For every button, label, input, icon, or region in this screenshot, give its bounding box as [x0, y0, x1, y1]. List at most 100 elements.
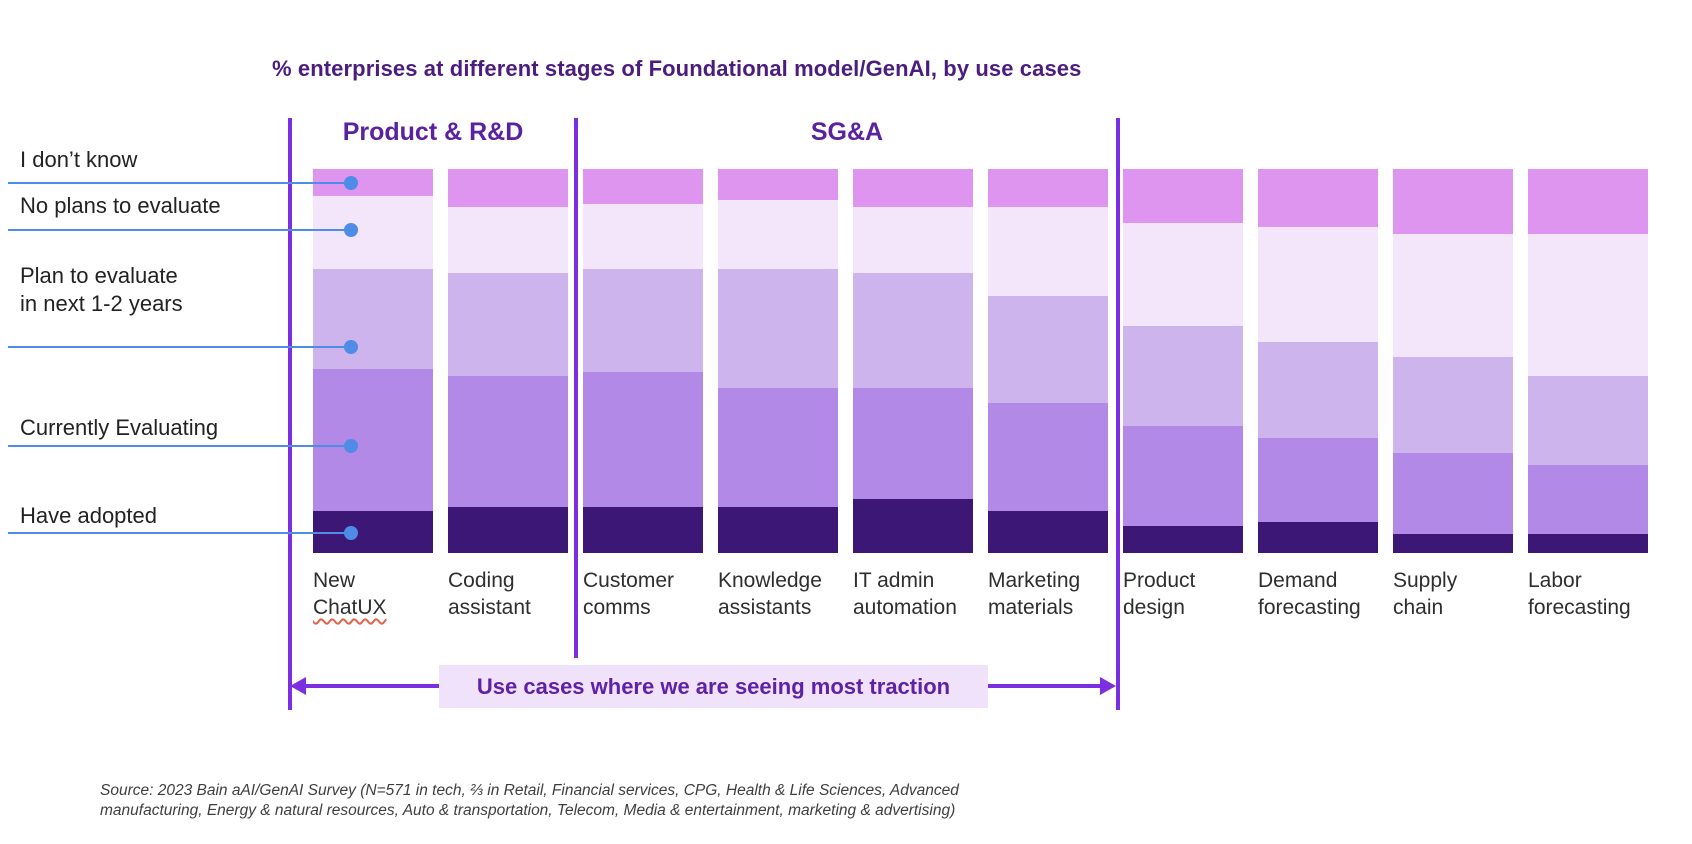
bar-product-design	[1123, 169, 1243, 553]
bar-customer-comms	[583, 169, 703, 553]
legend-callout-dot-currently-evaluating	[344, 439, 358, 453]
bar-segment-plan-to-evaluate-in-next-1-2-years	[853, 272, 973, 388]
page-title: % enterprises at different stages of Fou…	[272, 56, 1082, 81]
section-header-product-rd: Product & R&D	[342, 118, 524, 146]
bar-segment-plan-to-evaluate-in-next-1-2-years	[1258, 341, 1378, 438]
legend-label-plan-to-evaluate-in-next-1-2-years: Plan to evaluate in next 1-2 years	[20, 263, 183, 316]
bar-supply-chain	[1393, 169, 1513, 553]
bar-segment-currently-evaluating	[1528, 464, 1648, 534]
arrow-left-stem	[304, 684, 439, 688]
bar-segment-no-plans-to-evaluate	[853, 207, 973, 273]
bar-label-coding-assistant: Coding assistant	[448, 569, 531, 619]
bar-new-chatux	[313, 169, 433, 553]
legend-callout-line-have-adopted	[8, 526, 358, 540]
bar-segment-currently-evaluating	[1258, 437, 1378, 523]
bar-segment-i-don-t-know	[1258, 169, 1378, 227]
legend-callout-line-i-don-t-know	[8, 176, 358, 190]
bar-segment-no-plans-to-evaluate	[1528, 234, 1648, 377]
section-header-sga: SG&A	[810, 118, 884, 146]
bar-segment-have-adopted	[988, 510, 1108, 553]
bar-segment-currently-evaluating	[1393, 453, 1513, 534]
traction-annotation: Use cases where we are seeing most tract…	[439, 665, 988, 708]
bar-segment-i-don-t-know	[1393, 169, 1513, 235]
section-divider-left	[288, 118, 292, 710]
bar-segment-have-adopted	[1528, 533, 1648, 553]
bar-segment-plan-to-evaluate-in-next-1-2-years	[583, 268, 703, 373]
bar-labor-forecasting	[1528, 169, 1648, 553]
bar-segment-i-don-t-know	[988, 169, 1108, 208]
arrow-left-icon	[290, 677, 306, 695]
bar-label-supply-chain: Supply chain	[1393, 569, 1458, 619]
bar-segment-i-don-t-know	[583, 169, 703, 204]
bar-label-customer-comms: Customer comms	[583, 569, 675, 619]
bar-segment-plan-to-evaluate-in-next-1-2-years	[988, 295, 1108, 404]
bar-segment-currently-evaluating	[448, 376, 568, 507]
bar-label-it-admin-automation: IT admin automation	[853, 569, 957, 619]
bar-segment-i-don-t-know	[853, 169, 973, 208]
section-divider-right	[1116, 118, 1120, 710]
bar-segment-have-adopted	[718, 506, 838, 553]
arrow-right-icon	[1100, 677, 1116, 695]
source-note: Source: 2023 Bain aAI/GenAI Survey (N=57…	[100, 781, 959, 821]
bar-segment-no-plans-to-evaluate	[1258, 226, 1378, 342]
legend-callout-line-currently-evaluating	[8, 439, 358, 453]
bar-segment-no-plans-to-evaluate	[718, 199, 838, 269]
bar-segment-i-don-t-know	[448, 169, 568, 208]
bar-segment-plan-to-evaluate-in-next-1-2-years	[1393, 357, 1513, 454]
bar-segment-no-plans-to-evaluate	[448, 207, 568, 273]
bar-segment-currently-evaluating	[583, 372, 703, 507]
bar-segment-plan-to-evaluate-in-next-1-2-years	[1528, 376, 1648, 465]
bar-segment-plan-to-evaluate-in-next-1-2-years	[313, 268, 433, 369]
bar-label-labor-forecasting: Labor forecasting	[1528, 569, 1631, 619]
source-note-line2: manufacturing, Energy & natural resource…	[100, 802, 956, 819]
bar-segment-currently-evaluating	[313, 368, 433, 511]
bar-label-new-chatux: New ChatUX	[313, 569, 387, 619]
bar-segment-no-plans-to-evaluate	[1393, 234, 1513, 358]
bar-it-admin-automation	[853, 169, 973, 553]
bar-segment-plan-to-evaluate-in-next-1-2-years	[718, 268, 838, 388]
spellcheck-underline: ChatUX	[313, 596, 387, 619]
bar-segment-no-plans-to-evaluate	[313, 195, 433, 269]
bar-coding-assistant	[448, 169, 568, 553]
bar-segment-have-adopted	[853, 499, 973, 553]
bar-segment-have-adopted	[313, 510, 433, 553]
bar-segment-no-plans-to-evaluate	[1123, 222, 1243, 327]
bar-segment-have-adopted	[583, 506, 703, 553]
bar-label-marketing-materials: Marketing materials	[988, 569, 1081, 619]
bar-segment-no-plans-to-evaluate	[988, 207, 1108, 296]
legend-callout-line-no-plans-to-evaluate	[8, 223, 358, 237]
bar-label-knowledge-assistants: Knowledge assistants	[718, 569, 822, 619]
bar-segment-i-don-t-know	[1528, 169, 1648, 235]
bar-segment-i-don-t-know	[718, 169, 838, 200]
bar-label-product-design: Product design	[1123, 569, 1196, 619]
bar-segment-i-don-t-know	[1123, 169, 1243, 223]
legend-callout-dot-i-don-t-know	[344, 176, 358, 190]
bar-knowledge-assistants	[718, 169, 838, 553]
bar-segment-plan-to-evaluate-in-next-1-2-years	[1123, 326, 1243, 427]
arrow-right-stem	[988, 684, 1102, 688]
bar-demand-forecasting	[1258, 169, 1378, 553]
legend-callout-dot-plan-to-evaluate-in-next-1-2-years	[344, 340, 358, 354]
bar-marketing-materials	[988, 169, 1108, 553]
legend-label-i-don-t-know: I don’t know	[20, 147, 138, 172]
legend-callout-dot-no-plans-to-evaluate	[344, 223, 358, 237]
bar-segment-currently-evaluating	[988, 403, 1108, 511]
legend-callout-line-plan-to-evaluate-in-next-1-2-years	[8, 340, 358, 354]
bar-segment-currently-evaluating	[1123, 426, 1243, 527]
source-note-line1: Source: 2023 Bain aAI/GenAI Survey (N=57…	[100, 782, 959, 799]
bar-segment-have-adopted	[448, 506, 568, 553]
bar-segment-no-plans-to-evaluate	[583, 203, 703, 269]
bar-segment-have-adopted	[1393, 533, 1513, 553]
legend-callout-dot-have-adopted	[344, 526, 358, 540]
legend-label-currently-evaluating: Currently Evaluating	[20, 415, 219, 440]
bar-label-demand-forecasting: Demand forecasting	[1258, 569, 1361, 619]
section-divider-middle	[574, 118, 578, 658]
bar-segment-have-adopted	[1258, 522, 1378, 553]
bar-segment-have-adopted	[1123, 526, 1243, 553]
bar-segment-currently-evaluating	[853, 387, 973, 500]
bar-segment-currently-evaluating	[718, 387, 838, 507]
legend-label-no-plans-to-evaluate: No plans to evaluate	[20, 193, 221, 218]
legend-label-have-adopted: Have adopted	[20, 503, 157, 528]
bar-segment-plan-to-evaluate-in-next-1-2-years	[448, 272, 568, 377]
